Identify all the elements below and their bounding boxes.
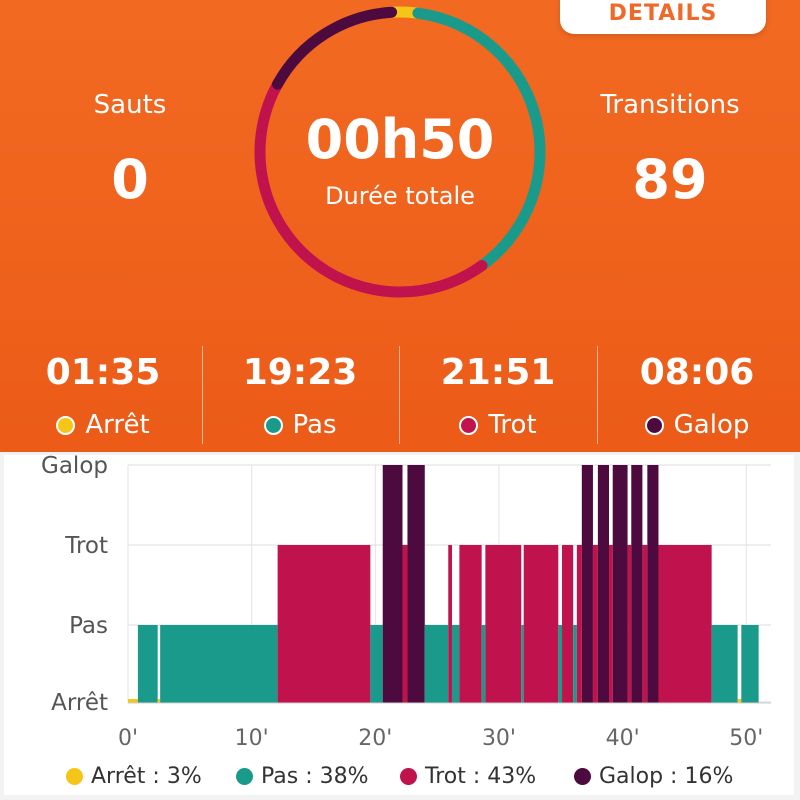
total-duration-label: Durée totale xyxy=(325,182,475,210)
timeline-bar-pas xyxy=(424,625,449,703)
timeline-bar-trot xyxy=(485,545,522,703)
timeline-bar-galop xyxy=(382,465,403,703)
gait-name-pas: Pas xyxy=(292,410,337,440)
timeline-bar-galop xyxy=(581,465,593,703)
gait-cell-pas: 19:23 Pas xyxy=(200,346,400,444)
x-tick-label: 0' xyxy=(118,726,138,751)
timeline-bar-trot xyxy=(523,545,559,703)
timeline-bar-galop xyxy=(612,465,628,703)
timeline-bar-pas xyxy=(451,625,460,703)
legend-item-arret: Arrêt : 3% xyxy=(66,764,202,789)
transitions-label: Transitions xyxy=(600,90,740,120)
timeline-bar-arret xyxy=(157,699,161,703)
gait-time-pas: 19:23 xyxy=(242,352,358,393)
timeline-bar-trot xyxy=(459,545,482,703)
timeline-bar-trot xyxy=(609,545,613,703)
jumps-value: 0 xyxy=(111,148,149,211)
gait-dot-icon xyxy=(56,415,76,435)
details-button[interactable]: DETAILS xyxy=(560,0,766,34)
timeline-bar-pas xyxy=(711,625,738,703)
y-axis-label: Pas xyxy=(69,613,108,639)
timeline-bar-pas xyxy=(573,625,577,703)
ring-segment-galop xyxy=(272,6,398,90)
gait-name-row: Trot xyxy=(398,410,598,440)
divider xyxy=(597,346,598,444)
divider xyxy=(399,346,400,444)
timeline-bar-trot xyxy=(448,545,452,703)
gait-time-arret: 01:35 xyxy=(45,352,161,393)
legend-item-galop: Galop : 16% xyxy=(574,764,733,789)
gait-cell-arret: 01:35 Arrêt xyxy=(3,346,203,444)
legend-dot-icon xyxy=(574,768,591,785)
timeline-bar-arret xyxy=(128,699,138,703)
timeline-bar-pas xyxy=(741,625,759,703)
timeline-bar-trot xyxy=(277,545,371,703)
y-axis-label: Galop xyxy=(41,455,108,479)
timeline-bar-galop xyxy=(631,465,643,703)
gait-time-trot: 21:51 xyxy=(440,352,556,393)
gait-cell-trot: 21:51 Trot xyxy=(398,346,598,444)
timeline-bar-pas xyxy=(481,625,486,703)
gait-dot-icon xyxy=(459,415,479,435)
x-tick-label: 50' xyxy=(729,726,763,751)
gait-name-galop: Galop xyxy=(673,410,750,440)
y-axis-label: Arrêt xyxy=(51,690,108,716)
transitions-value: 89 xyxy=(632,148,708,211)
summary-header: DETAILS Sauts 0 Transitions 89 00h50 Dur… xyxy=(0,0,800,452)
gait-cell-galop: 08:06 Galop xyxy=(597,346,797,444)
timeline-bar-pas xyxy=(370,625,383,703)
timeline-bar-trot xyxy=(562,545,574,703)
gait-name-trot: Trot xyxy=(488,410,537,440)
gait-name-row: Galop xyxy=(597,410,797,440)
timeline-bar-trot xyxy=(658,545,712,703)
timeline-bar-pas xyxy=(137,625,158,703)
ring-segment-pas xyxy=(412,7,546,271)
gait-name-row: Pas xyxy=(200,410,400,440)
timeline-bar-galop xyxy=(597,465,610,703)
timeline-bar-galop xyxy=(407,465,425,703)
legend-item-trot: Trot : 43% xyxy=(400,764,536,789)
x-tick-label: 20' xyxy=(358,726,392,751)
y-axis-label: Trot xyxy=(64,533,108,559)
timeline-bar-trot xyxy=(592,545,598,703)
x-tick-label: 10' xyxy=(235,726,269,751)
legend-label: Arrêt : 3% xyxy=(91,764,202,789)
legend-item-pas: Pas : 38% xyxy=(236,764,369,789)
timeline-bar-trot xyxy=(642,545,648,703)
timeline-bar-arret xyxy=(737,699,742,703)
legend-dot-icon xyxy=(236,768,253,785)
gait-timeline-panel: Arrêt Pas Trot Galop 0' 10' 20' 30' 40' 50' Arrêt… xyxy=(4,455,794,795)
gait-dot-icon xyxy=(263,415,283,435)
timeline-bar-trot xyxy=(402,545,408,703)
timeline-bar-pas xyxy=(558,625,563,703)
divider xyxy=(202,346,203,444)
gait-name-row: Arrêt xyxy=(3,410,203,440)
timeline-bar-trot xyxy=(627,545,632,703)
gait-dot-icon xyxy=(644,415,664,435)
timeline-bar-pas xyxy=(160,625,278,703)
timeline-bar-galop xyxy=(647,465,659,703)
x-tick-label: 30' xyxy=(482,726,516,751)
legend-label: Trot : 43% xyxy=(425,764,537,789)
gait-distribution-ring xyxy=(254,6,546,298)
legend-label: Pas : 38% xyxy=(261,764,369,789)
ring-segment-trot xyxy=(254,78,488,298)
gait-time-galop: 08:06 xyxy=(639,352,755,393)
gait-timeline-chart: Arrêt Pas Trot Galop 0' 10' 20' 30' 40' 50' xyxy=(41,455,771,751)
legend-dot-icon xyxy=(400,768,417,785)
timeline-bar-pas xyxy=(521,625,524,703)
x-tick-label: 40' xyxy=(606,726,640,751)
legend-dot-icon xyxy=(66,768,83,785)
jumps-label: Sauts xyxy=(93,90,167,120)
timeline-bar-trot xyxy=(576,545,582,703)
total-duration-value: 00h50 xyxy=(305,108,495,171)
chart-legend: Arrêt : 3% Pas : 38% Trot : 43% Galop : … xyxy=(4,758,794,792)
gait-name-arret: Arrêt xyxy=(85,410,150,440)
legend-label: Galop : 16% xyxy=(599,764,734,789)
